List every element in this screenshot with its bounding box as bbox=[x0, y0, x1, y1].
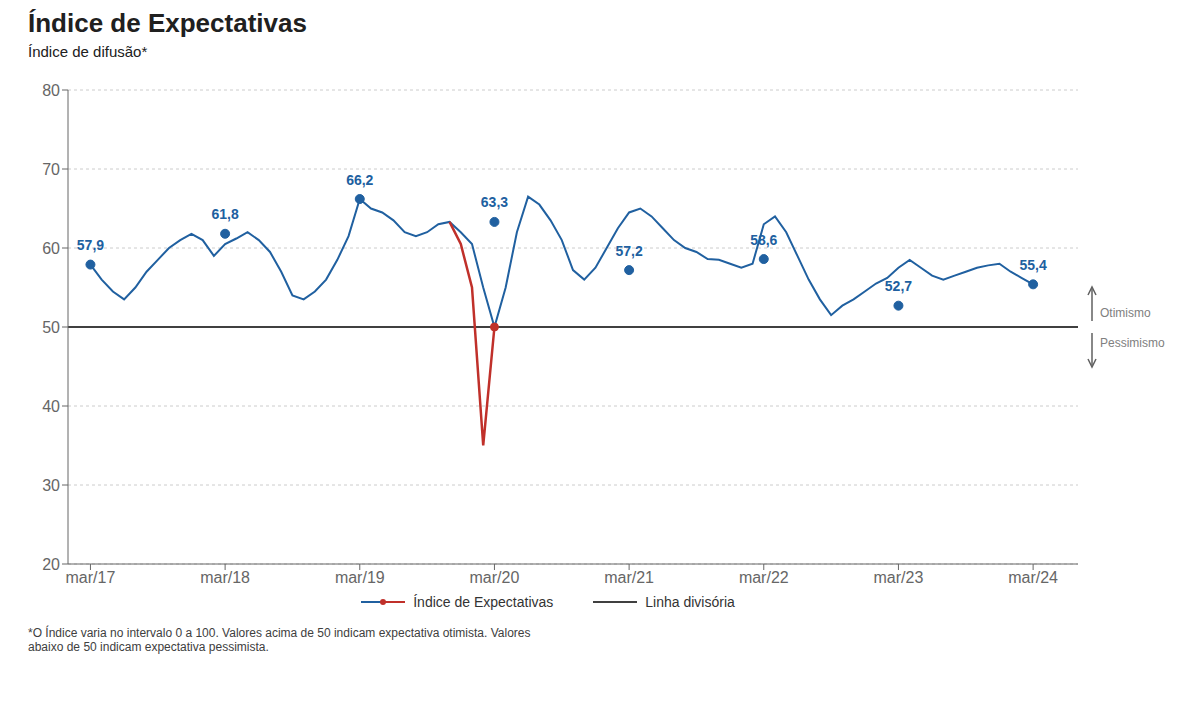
html-text:abaixo de 50 indicam expectati: abaixo de 50 indicam expectativa pessimi… bbox=[28, 640, 269, 654]
svg-text:66,2: 66,2 bbox=[346, 172, 373, 188]
svg-text:50: 50 bbox=[42, 319, 60, 336]
svg-text:63,3: 63,3 bbox=[481, 194, 508, 210]
svg-text:57,2: 57,2 bbox=[615, 243, 642, 259]
svg-text:57,9: 57,9 bbox=[77, 237, 104, 253]
svg-text:60: 60 bbox=[42, 240, 60, 257]
svg-text:61,8: 61,8 bbox=[211, 206, 238, 222]
svg-text:mar/22: mar/22 bbox=[739, 569, 789, 586]
svg-text:70: 70 bbox=[42, 161, 60, 178]
svg-text:Otimismo: Otimismo bbox=[1100, 306, 1151, 320]
html-text:Índice de Expectativas: Índice de Expectativas bbox=[413, 594, 554, 610]
svg-text:80: 80 bbox=[42, 82, 60, 99]
svg-text:mar/18: mar/18 bbox=[200, 569, 250, 586]
svg-text:20: 20 bbox=[42, 556, 60, 573]
html-text:Linha divisória: Linha divisória bbox=[645, 594, 735, 610]
svg-text:40: 40 bbox=[42, 398, 60, 415]
svg-text:Pessimismo: Pessimismo bbox=[1100, 336, 1165, 350]
svg-text:55,4: 55,4 bbox=[1019, 257, 1046, 273]
svg-text:mar/20: mar/20 bbox=[470, 569, 520, 586]
svg-text:mar/24: mar/24 bbox=[1008, 569, 1058, 586]
svg-text:mar/21: mar/21 bbox=[604, 569, 654, 586]
svg-text:52,7: 52,7 bbox=[885, 278, 912, 294]
html-text:Índice de difusão*: Índice de difusão* bbox=[28, 43, 148, 60]
svg-text:30: 30 bbox=[42, 477, 60, 494]
svg-text:mar/17: mar/17 bbox=[66, 569, 116, 586]
svg-text:mar/23: mar/23 bbox=[874, 569, 924, 586]
html-text:Índice de Expectativas: Índice de Expectativas bbox=[28, 8, 307, 38]
svg-text:mar/19: mar/19 bbox=[335, 569, 385, 586]
svg-text:58,6: 58,6 bbox=[750, 232, 777, 248]
html-text:*O Índice varia no intervalo 0: *O Índice varia no intervalo 0 a 100. Va… bbox=[28, 626, 531, 640]
